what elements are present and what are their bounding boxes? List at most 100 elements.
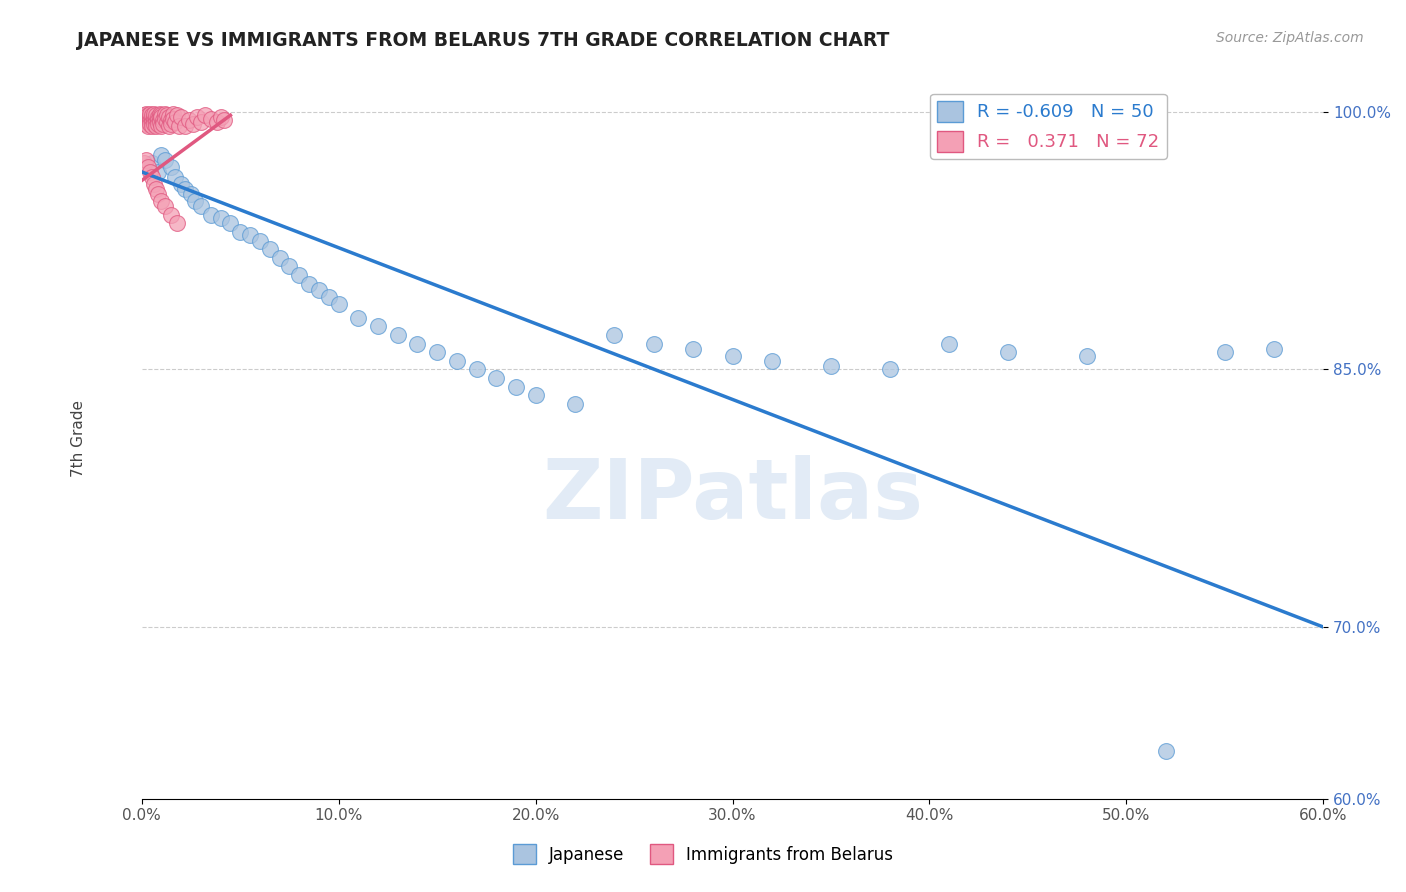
Point <box>682 342 704 356</box>
Point <box>219 216 242 230</box>
Point <box>249 234 271 248</box>
Point <box>135 153 157 167</box>
Point <box>150 119 173 133</box>
Point <box>167 119 190 133</box>
Point <box>157 119 180 133</box>
Point <box>142 117 165 131</box>
Point <box>156 108 179 122</box>
Point <box>138 110 160 124</box>
Point <box>141 108 163 122</box>
Point <box>367 319 389 334</box>
Point <box>152 117 174 131</box>
Point <box>1154 744 1177 758</box>
Point <box>879 362 901 376</box>
Y-axis label: 7th Grade: 7th Grade <box>72 400 86 476</box>
Point <box>166 108 188 122</box>
Point <box>146 187 169 202</box>
Point <box>406 336 429 351</box>
Legend: Japanese, Immigrants from Belarus: Japanese, Immigrants from Belarus <box>506 838 900 871</box>
Point <box>135 117 157 131</box>
Point <box>160 160 183 174</box>
Point <box>145 112 167 126</box>
Point <box>165 115 187 129</box>
Point <box>160 113 183 128</box>
Point <box>156 115 179 129</box>
Point <box>145 182 167 196</box>
Point <box>136 119 159 133</box>
Point <box>165 169 187 184</box>
Point <box>194 108 217 122</box>
Point <box>938 336 960 351</box>
Point <box>184 194 207 208</box>
Point <box>150 110 173 124</box>
Point <box>138 117 160 131</box>
Point <box>132 113 155 128</box>
Point <box>426 345 449 359</box>
Point <box>145 108 167 122</box>
Point <box>318 290 340 304</box>
Point <box>209 110 232 124</box>
Point <box>387 328 409 343</box>
Point <box>278 260 301 274</box>
Text: ZIPatlas: ZIPatlas <box>543 455 922 536</box>
Point <box>485 371 508 385</box>
Point <box>136 160 159 174</box>
Point <box>136 115 159 129</box>
Point <box>146 110 169 124</box>
Point <box>148 106 170 120</box>
Point <box>141 156 163 170</box>
Point <box>145 115 167 129</box>
Point <box>142 110 165 124</box>
Point <box>170 177 193 191</box>
Point <box>142 106 165 120</box>
Point <box>136 112 159 126</box>
Point <box>170 110 193 124</box>
Point <box>146 165 169 179</box>
Point <box>298 277 321 291</box>
Point <box>328 297 350 311</box>
Point <box>148 115 170 129</box>
Point <box>181 117 204 131</box>
Point <box>150 147 173 161</box>
Point <box>138 113 160 128</box>
Point <box>138 165 160 179</box>
Point <box>200 112 222 126</box>
Point <box>152 113 174 128</box>
Point <box>205 115 228 129</box>
Point <box>174 119 197 133</box>
Point <box>1076 349 1098 363</box>
Point <box>136 108 159 122</box>
Text: Source: ZipAtlas.com: Source: ZipAtlas.com <box>1216 31 1364 45</box>
Point <box>524 388 547 402</box>
Point <box>132 108 155 122</box>
Point <box>142 177 165 191</box>
Point <box>138 106 160 120</box>
Point <box>190 199 212 213</box>
Point <box>162 106 184 120</box>
Point <box>446 354 468 368</box>
Point <box>603 328 626 343</box>
Point <box>174 182 197 196</box>
Point <box>150 194 173 208</box>
Point <box>308 284 330 298</box>
Point <box>145 119 167 133</box>
Point <box>141 112 163 126</box>
Point <box>721 349 744 363</box>
Point <box>761 354 783 368</box>
Point <box>820 359 842 373</box>
Point <box>160 117 183 131</box>
Point <box>148 112 170 126</box>
Point <box>155 199 177 213</box>
Point <box>155 106 177 120</box>
Point <box>214 113 236 128</box>
Point <box>643 336 665 351</box>
Point <box>146 117 169 131</box>
Point <box>1263 342 1285 356</box>
Legend: R = -0.609   N = 50, R =   0.371   N = 72: R = -0.609 N = 50, R = 0.371 N = 72 <box>931 94 1167 159</box>
Point <box>141 119 163 133</box>
Point <box>186 110 208 124</box>
Point <box>1213 345 1236 359</box>
Point <box>200 208 222 222</box>
Text: JAPANESE VS IMMIGRANTS FROM BELARUS 7TH GRADE CORRELATION CHART: JAPANESE VS IMMIGRANTS FROM BELARUS 7TH … <box>77 31 890 50</box>
Point <box>239 228 262 243</box>
